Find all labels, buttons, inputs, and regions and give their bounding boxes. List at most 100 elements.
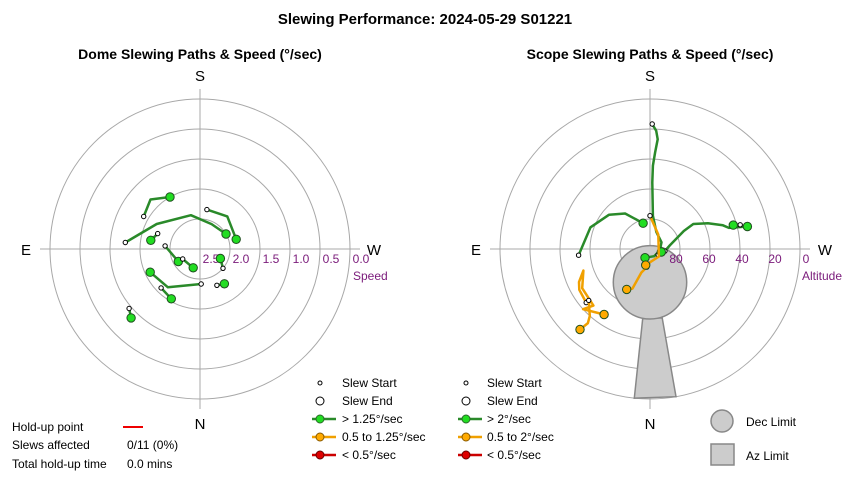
scope-cardinal-right: W bbox=[818, 242, 833, 259]
legend-end-marker bbox=[315, 396, 325, 406]
dome-legend-fast: > 1.25°/sec bbox=[342, 412, 403, 426]
dome-legend-slow: < 0.5°/sec bbox=[342, 448, 396, 462]
scope-radial-tick: 0 bbox=[803, 252, 810, 266]
scope-slew-end-point bbox=[575, 324, 585, 335]
legend-fast-marker bbox=[461, 414, 471, 424]
dome-slew-start-point bbox=[214, 282, 220, 288]
scope-slew-path bbox=[644, 214, 661, 267]
dome-rings bbox=[40, 89, 360, 409]
figure-title: Slewing Performance: 2024-05-29 S01221 bbox=[278, 11, 572, 28]
total-holdup-value: 0.0 mins bbox=[127, 457, 172, 471]
dome-slew-end-point bbox=[166, 294, 177, 304]
scope-slew-end-point bbox=[728, 220, 738, 230]
dome-radial-tick: 0.0 bbox=[353, 252, 370, 266]
dome-legend: Slew Start Slew End > 1.25°/sec 0.5 to 1… bbox=[312, 376, 426, 462]
dome-slew-start-point bbox=[162, 243, 168, 249]
dome-slew-start-point bbox=[158, 285, 164, 291]
scope-legend-fast: > 2°/sec bbox=[487, 412, 531, 426]
legend-mid-marker bbox=[315, 432, 325, 442]
scope-cardinal-top: S bbox=[645, 68, 655, 85]
dome-slew-end-point bbox=[126, 313, 136, 323]
dome-slew-start-point bbox=[155, 230, 161, 237]
holdup-stats: Hold-up point Slews affected 0/11 (0%) T… bbox=[12, 420, 178, 471]
scope-legend-slow: < 0.5°/sec bbox=[487, 448, 541, 462]
scope-slew-path bbox=[577, 269, 606, 316]
scope-radial-tick: 80 bbox=[669, 252, 683, 266]
slews-affected-label: Slews affected bbox=[12, 438, 90, 452]
scope-polar-chart: Scope Slewing Paths & Speed (°/sec) S N … bbox=[471, 46, 842, 433]
scope-chart-title: Scope Slewing Paths & Speed (°/sec) bbox=[527, 46, 774, 62]
scope-radial-axis-label: Altitude bbox=[802, 269, 842, 283]
dec-limit-legend-swatch bbox=[710, 409, 734, 433]
scope-limit-zones bbox=[612, 244, 688, 399]
dome-radial-tick: 2.5 bbox=[203, 252, 220, 266]
scope-slew-end-point bbox=[599, 309, 609, 320]
dome-slew-paths bbox=[122, 192, 241, 323]
dome-slew-end-point bbox=[219, 279, 230, 289]
scope-slew-end-point bbox=[742, 221, 753, 232]
dome-radial-tick: 0.5 bbox=[323, 252, 340, 266]
dome-slew-end-point bbox=[221, 229, 231, 239]
legend-fast-marker bbox=[315, 414, 325, 424]
dome-slew-path bbox=[205, 208, 238, 241]
dome-cardinal-left: E bbox=[21, 242, 31, 259]
dome-cardinal-right: W bbox=[367, 242, 382, 259]
legend-start-marker bbox=[317, 380, 323, 386]
dome-slew-end-point bbox=[146, 235, 156, 246]
az-limit-zone bbox=[633, 317, 677, 399]
scope-legend-end: Slew End bbox=[487, 394, 538, 408]
total-holdup-label: Total hold-up time bbox=[12, 457, 107, 471]
dome-slew-end-point bbox=[231, 234, 241, 245]
scope-slew-end-point bbox=[641, 260, 651, 270]
scope-slew-start-point bbox=[647, 213, 653, 219]
slews-affected-value: 0/11 (0%) bbox=[127, 438, 178, 452]
dome-slew-end-point bbox=[188, 263, 198, 273]
scope-slew-end-point bbox=[622, 284, 632, 295]
dome-slew-start-point bbox=[122, 239, 129, 246]
dome-polar-chart: Dome Slewing Paths & Speed (°/sec) S N E… bbox=[21, 46, 388, 433]
dome-legend-mid: 0.5 to 1.25°/sec bbox=[342, 430, 426, 444]
legend-start-marker bbox=[463, 380, 469, 386]
dome-slew-end-point bbox=[215, 253, 226, 264]
dome-legend-end: Slew End bbox=[342, 394, 393, 408]
scope-slew-start-point bbox=[586, 297, 592, 304]
dome-cardinal-bottom: N bbox=[195, 416, 206, 433]
scope-radial-tick: 20 bbox=[768, 252, 782, 266]
dome-slew-start-point bbox=[180, 256, 186, 262]
scope-slew-path bbox=[578, 299, 592, 331]
holdup-point-label: Hold-up point bbox=[12, 420, 84, 434]
dome-slew-start-point bbox=[198, 281, 204, 287]
dome-cardinal-top: S bbox=[195, 68, 205, 85]
dome-radial-tick: 2.0 bbox=[233, 252, 250, 266]
dome-slew-end-point bbox=[165, 192, 175, 202]
scope-slew-end-point bbox=[638, 218, 648, 228]
dec-limit-zone bbox=[612, 244, 688, 320]
scope-slew-start-point bbox=[575, 252, 582, 258]
dome-slew-path bbox=[148, 270, 203, 289]
az-limit-legend-swatch bbox=[710, 443, 735, 466]
legend-end-marker bbox=[461, 396, 471, 406]
dec-limit-legend-label: Dec Limit bbox=[746, 415, 797, 429]
dome-slew-path bbox=[142, 195, 172, 218]
legend-slow-marker bbox=[315, 450, 325, 460]
dome-slew-start-point bbox=[126, 305, 132, 312]
dome-legend-start: Slew Start bbox=[342, 376, 397, 390]
dome-radial-tick: 1.5 bbox=[263, 252, 280, 266]
scope-radial-tick: 60 bbox=[702, 252, 716, 266]
scope-slew-paths bbox=[575, 121, 753, 335]
dome-slew-start-point bbox=[204, 206, 210, 213]
dome-slew-path bbox=[124, 213, 228, 244]
dome-radial-tick: 1.0 bbox=[293, 252, 310, 266]
az-limit-legend-label: Az Limit bbox=[746, 449, 789, 463]
legend-mid-marker bbox=[461, 432, 471, 442]
scope-legend-start: Slew Start bbox=[487, 376, 542, 390]
legend-slow-marker bbox=[461, 450, 471, 460]
scope-slew-start-point bbox=[737, 222, 743, 228]
dome-slew-start-point bbox=[220, 265, 226, 271]
scope-legend: Slew Start Slew End > 2°/sec 0.5 to 2°/s… bbox=[458, 376, 554, 462]
dome-radial-axis-label: Speed bbox=[353, 269, 388, 283]
dome-slew-end-point bbox=[145, 267, 155, 277]
scope-radial-tick: 40 bbox=[735, 252, 749, 266]
scope-legend-mid: 0.5 to 2°/sec bbox=[487, 430, 554, 444]
